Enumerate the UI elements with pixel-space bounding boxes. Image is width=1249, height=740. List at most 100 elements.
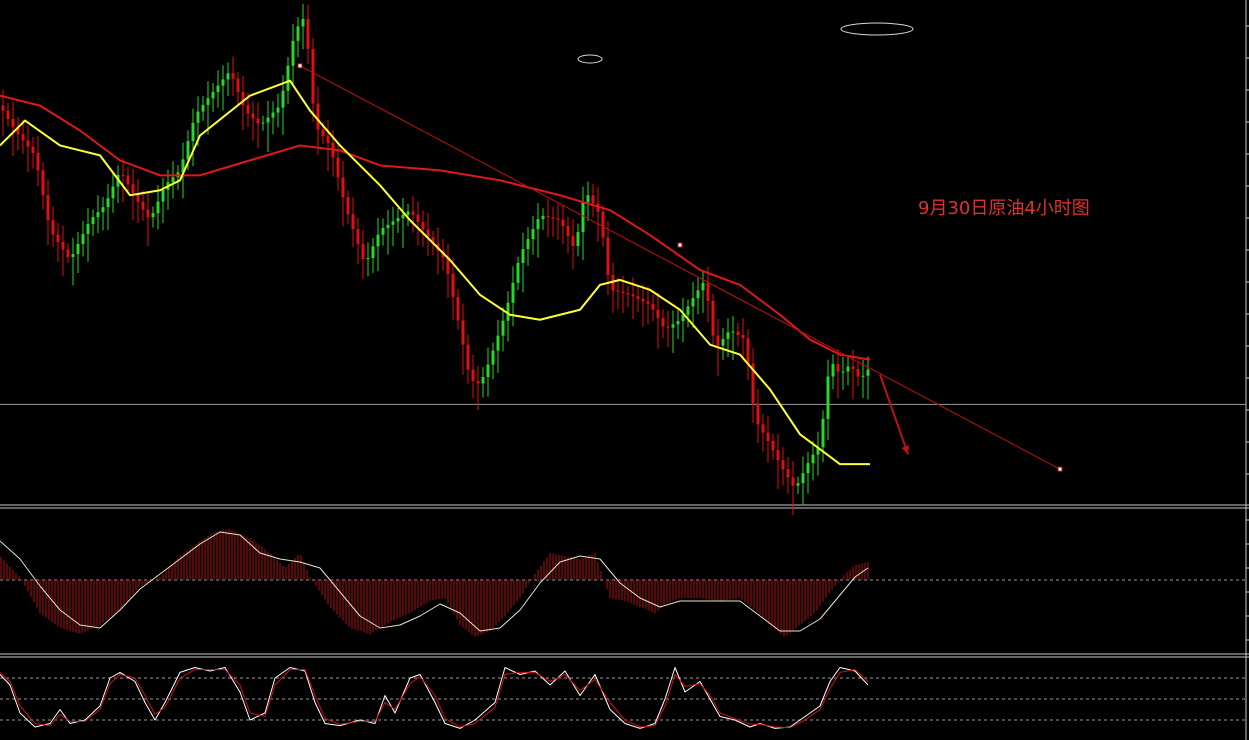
candle-body bbox=[476, 380, 480, 384]
candle-body bbox=[466, 344, 470, 370]
candle-body bbox=[636, 296, 640, 299]
candle-body bbox=[776, 450, 780, 461]
candle-body bbox=[16, 127, 20, 135]
candle-body bbox=[96, 212, 100, 218]
osc-main-line bbox=[0, 667, 869, 729]
arrow-head bbox=[901, 445, 910, 455]
candle-body bbox=[711, 300, 715, 336]
candle-body bbox=[666, 326, 670, 328]
candle-body bbox=[641, 298, 645, 302]
candle-body bbox=[446, 257, 450, 274]
candle-body bbox=[471, 369, 475, 381]
candle-body bbox=[701, 282, 705, 291]
candle-body bbox=[596, 203, 600, 212]
candle-body bbox=[566, 226, 570, 237]
candle-body bbox=[61, 242, 65, 250]
candle-body bbox=[76, 244, 80, 255]
candle-body bbox=[351, 214, 355, 230]
candle-body bbox=[326, 136, 330, 143]
candle-body bbox=[171, 177, 175, 183]
candle-body bbox=[356, 229, 360, 245]
candle-body bbox=[101, 207, 105, 213]
candle-body bbox=[156, 201, 160, 214]
candle-body bbox=[646, 301, 650, 304]
candle-body bbox=[86, 224, 90, 235]
candle-body bbox=[746, 338, 750, 364]
candle-body bbox=[511, 282, 515, 303]
candle-body bbox=[841, 371, 845, 373]
candle-body bbox=[506, 302, 510, 321]
candle-body bbox=[346, 197, 350, 215]
candle-body bbox=[451, 273, 455, 298]
candle-body bbox=[246, 105, 250, 114]
candle-body bbox=[501, 320, 505, 336]
candle-body bbox=[681, 314, 685, 322]
candle-body bbox=[801, 473, 805, 484]
candle-body bbox=[731, 331, 735, 333]
candle-body bbox=[556, 218, 560, 220]
candle-body bbox=[201, 104, 205, 112]
candle-body bbox=[6, 110, 10, 119]
trendline-anchor bbox=[1057, 466, 1063, 472]
candle-body bbox=[491, 350, 495, 365]
candle-body bbox=[371, 246, 375, 258]
candle-body bbox=[256, 118, 260, 124]
candle-body bbox=[126, 175, 130, 185]
candle-body bbox=[66, 249, 70, 257]
candle-body bbox=[316, 103, 320, 130]
candle-body bbox=[851, 366, 855, 370]
candle-body bbox=[341, 177, 345, 198]
candle-body bbox=[631, 294, 635, 297]
candle-body bbox=[431, 237, 435, 245]
candle-body bbox=[836, 364, 840, 372]
candle-body bbox=[696, 290, 700, 299]
candle-body bbox=[576, 232, 580, 247]
candle-body bbox=[216, 85, 220, 92]
ma-slow-line bbox=[0, 94, 871, 361]
candle-body bbox=[251, 113, 255, 119]
candle-body bbox=[91, 217, 95, 225]
candle-body bbox=[541, 215, 545, 220]
candle-body bbox=[406, 211, 410, 215]
candle-body bbox=[266, 117, 270, 123]
candle-body bbox=[756, 403, 760, 425]
candle-body bbox=[386, 224, 390, 229]
candle-body bbox=[481, 377, 485, 384]
candle-body bbox=[771, 440, 775, 451]
candle-body bbox=[71, 254, 75, 257]
candle-body bbox=[536, 219, 540, 230]
candle-body bbox=[236, 78, 240, 92]
highlight-ellipse bbox=[840, 22, 914, 36]
trendline-anchor bbox=[677, 242, 683, 248]
candle-body bbox=[676, 321, 680, 325]
candle-body bbox=[866, 369, 870, 376]
candle-body bbox=[601, 211, 605, 238]
candle-body bbox=[241, 91, 245, 106]
candle-body bbox=[151, 213, 155, 218]
candle-body bbox=[561, 219, 565, 227]
candle-body bbox=[736, 331, 740, 336]
candle-body bbox=[516, 262, 520, 283]
macd-histogram bbox=[0, 529, 869, 637]
candle-body bbox=[821, 418, 825, 448]
candle-body bbox=[606, 237, 610, 275]
candle-body bbox=[146, 209, 150, 218]
candle-body bbox=[426, 229, 430, 238]
candle-body bbox=[186, 141, 190, 160]
candle-body bbox=[11, 118, 15, 128]
candle-body bbox=[336, 157, 340, 178]
candle-body bbox=[131, 184, 135, 193]
candle-body bbox=[661, 318, 665, 327]
candle-body bbox=[816, 447, 820, 455]
candle-body bbox=[686, 306, 690, 315]
macd-signal-line bbox=[0, 531, 869, 632]
candle-body bbox=[381, 228, 385, 235]
candle-body bbox=[361, 244, 365, 259]
candle-body bbox=[811, 454, 815, 464]
candle-body bbox=[826, 376, 830, 419]
down-arrow bbox=[879, 374, 909, 455]
candle-body bbox=[796, 483, 800, 486]
candle-body bbox=[671, 324, 675, 328]
candle-body bbox=[396, 218, 400, 222]
